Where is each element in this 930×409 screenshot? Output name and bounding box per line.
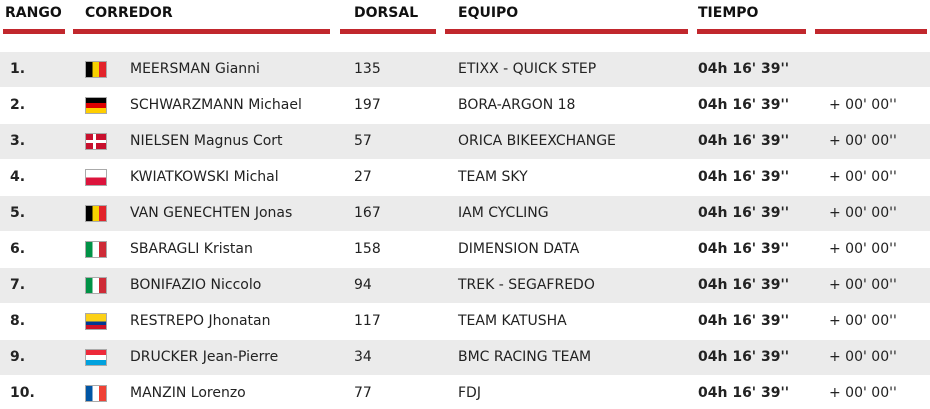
header-underline: [340, 29, 436, 34]
result-row: 9. DRUCKER Jean-Pierre 34 BMC RACING TEAM 04…: [0, 340, 930, 375]
gap: + 00' 00'': [829, 169, 897, 185]
gap: + 00' 00'': [829, 349, 897, 365]
rider-name: RESTREPO Jhonatan: [130, 313, 271, 329]
country-flag: [85, 169, 107, 186]
result-row: 6. SBARAGLI Kristan 158 DIMENSION DATA 04h 1…: [0, 232, 930, 267]
result-row: 4. KWIATKOWSKI Michal 27 TEAM SKY 04h 16' 39…: [0, 160, 930, 195]
time: 04h 16' 39'': [698, 169, 790, 185]
team: BORA-ARGON 18: [458, 97, 576, 113]
header-underline: [3, 29, 65, 34]
team: IAM CYCLING: [458, 205, 549, 221]
rider-name: SCHWARZMANN Michael: [130, 97, 302, 113]
header-underline: [815, 29, 927, 34]
team: BMC RACING TEAM: [458, 349, 592, 365]
rider-name: NIELSEN Magnus Cort: [130, 133, 283, 149]
gap: + 00' 00'': [829, 277, 897, 293]
time: 04h 16' 39'': [698, 385, 790, 401]
country-flag: [85, 133, 107, 150]
country-flag: [85, 61, 107, 78]
column-header: TIEMPO: [698, 5, 759, 21]
result-row: 2. SCHWARZMANN Michael 197 BORA-ARGON 18 04h…: [0, 88, 930, 123]
bib-number: 57: [354, 133, 372, 149]
country-flag: [85, 97, 107, 114]
country-flag: [85, 385, 107, 402]
team: FDJ: [458, 385, 481, 401]
rank: 2.: [10, 97, 26, 113]
header-underline: [73, 29, 330, 34]
rank: 6.: [10, 241, 26, 257]
result-row: 7. BONIFAZIO Niccolo 94 TREK - SEGAFREDO 04h…: [0, 268, 930, 303]
column-header: DORSAL: [354, 5, 419, 21]
time: 04h 16' 39'': [698, 97, 790, 113]
rank: 9.: [10, 349, 26, 365]
team: ORICA BIKEEXCHANGE: [458, 133, 616, 149]
rider-name: DRUCKER Jean-Pierre: [130, 349, 279, 365]
rank: 3.: [10, 133, 26, 149]
team: TEAM KATUSHA: [458, 313, 567, 329]
time: 04h 16' 39'': [698, 61, 790, 77]
result-row: 8. RESTREPO Jhonatan 117 TEAM KATUSHA 04h 16…: [0, 304, 930, 339]
time: 04h 16' 39'': [698, 313, 790, 329]
bib-number: 34: [354, 349, 372, 365]
column-header: EQUIPO: [458, 5, 519, 21]
rank: 5.: [10, 205, 26, 221]
country-flag: [85, 205, 107, 222]
gap: + 00' 00'': [829, 313, 897, 329]
time: 04h 16' 39'': [698, 241, 790, 257]
time: 04h 16' 39'': [698, 349, 790, 365]
rider-name: VAN GENECHTEN Jonas: [130, 205, 293, 221]
rank: 1.: [10, 61, 26, 77]
country-flag: [85, 349, 107, 366]
bib-number: 158: [354, 241, 381, 257]
rank: 4.: [10, 169, 26, 185]
country-flag: [85, 277, 107, 294]
bib-number: 117: [354, 313, 381, 329]
team: DIMENSION DATA: [458, 241, 580, 257]
bib-number: 94: [354, 277, 372, 293]
result-row: 5. VAN GENECHTEN Jonas 167 IAM CYCLING 04h 1…: [0, 196, 930, 231]
bib-number: 197: [354, 97, 381, 113]
rank: 10.: [10, 385, 35, 401]
bib-number: 77: [354, 385, 372, 401]
time: 04h 16' 39'': [698, 133, 790, 149]
result-row: 1. MEERSMAN Gianni 135 ETIXX - QUICK STEP 04…: [0, 52, 930, 87]
rider-name: MANZIN Lorenzo: [130, 385, 246, 401]
time: 04h 16' 39'': [698, 205, 790, 221]
gap: + 00' 00'': [829, 385, 897, 401]
team: ETIXX - QUICK STEP: [458, 61, 597, 77]
rider-name: MEERSMAN Gianni: [130, 61, 260, 77]
gap: + 00' 00'': [829, 133, 897, 149]
rank: 8.: [10, 313, 26, 329]
bib-number: 27: [354, 169, 372, 185]
time: 04h 16' 39'': [698, 277, 790, 293]
gap: + 00' 00'': [829, 205, 897, 221]
gap: + 00' 00'': [829, 241, 897, 257]
team: TREK - SEGAFREDO: [458, 277, 595, 293]
result-row: 3. NIELSEN Magnus Cort 57 ORICA BIKEEXCHANG…: [0, 124, 930, 159]
column-header: CORREDOR: [85, 5, 173, 21]
country-flag: [85, 241, 107, 258]
result-row: 10. MANZIN Lorenzo 77 FDJ 04h 16' 39'' + 00' …: [0, 376, 930, 409]
rank: 7.: [10, 277, 26, 293]
team: TEAM SKY: [458, 169, 528, 185]
rider-name: BONIFAZIO Niccolo: [130, 277, 262, 293]
header-underline: [445, 29, 688, 34]
header-underline: [697, 29, 806, 34]
rider-name: SBARAGLI Kristan: [130, 241, 253, 257]
column-header: RANGO: [5, 5, 62, 21]
country-flag: [85, 313, 107, 330]
gap: + 00' 00'': [829, 97, 897, 113]
bib-number: 135: [354, 61, 381, 77]
rider-name: KWIATKOWSKI Michal: [130, 169, 279, 185]
bib-number: 167: [354, 205, 381, 221]
